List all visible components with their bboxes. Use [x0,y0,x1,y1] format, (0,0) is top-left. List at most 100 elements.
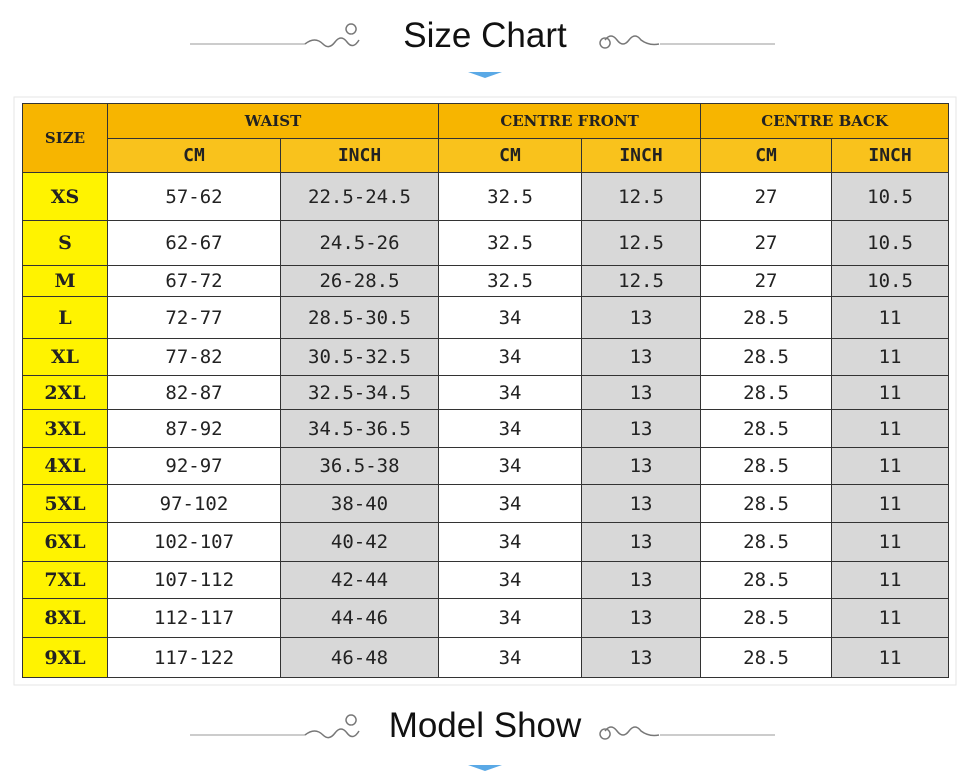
measure-cell: 34 [438,484,583,523]
measure-cell: 46-48 [279,637,440,678]
measure-cell: 24.5-26 [279,220,440,266]
size-row: 2XL 82-87 32.5-34.5 34 13 28.5 11 [22,375,950,410]
measure-cell: 30.5-32.5 [279,338,440,376]
measure-cell: 62-67 [107,220,281,266]
measure-cell: 32.5 [438,220,583,266]
measure-cell: 27 [700,172,833,221]
size-row: XS 57-62 22.5-24.5 32.5 12.5 27 10.5 [22,172,950,221]
measure-cell: 82-87 [107,375,281,410]
measure-cell: 28.5 [700,296,833,339]
measure-cell: 34 [438,447,583,485]
measure-cell: 34 [438,598,583,638]
size-row: XL 77-82 30.5-32.5 34 13 28.5 11 [22,338,950,376]
measure-cell: 28.5 [700,409,833,448]
measure-cell: 13 [581,561,702,599]
measure-cell: 87-92 [107,409,281,448]
measure-cell: 13 [581,375,702,410]
measure-cell: 72-77 [107,296,281,339]
subheader-row: CM INCH CM INCH CM INCH [23,138,950,173]
measure-cell: 11 [831,296,950,339]
measure-cell: 32.5 [438,265,583,297]
measure-cell: 28.5 [700,338,833,376]
size-cell: 9XL [22,637,108,678]
size-row: 9XL 117-122 46-48 34 13 28.5 11 [22,637,950,678]
measure-cell: 28.5 [700,561,833,599]
size-row: 3XL 87-92 34.5-36.5 34 13 28.5 11 [22,409,950,448]
group-header: CENTRE BACK [700,103,950,139]
size-cell: 4XL [22,447,108,485]
size-cell: 6XL [22,522,108,562]
measure-cell: 11 [831,522,950,562]
size-cell: 8XL [22,598,108,638]
header-row: SIZE WAIST CENTRE FRONT CENTRE BACK [22,103,950,173]
size-row: 8XL 112-117 44-46 34 13 28.5 11 [22,598,950,638]
size-cell: XL [22,338,108,376]
measure-cell: 13 [581,522,702,562]
size-row: 5XL 97-102 38-40 34 13 28.5 11 [22,484,950,523]
unit-header: INCH [581,138,702,173]
measure-cell: 12.5 [581,265,702,297]
measure-cell: 27 [700,265,833,297]
size-row: 7XL 107-112 42-44 34 13 28.5 11 [22,561,950,599]
size-cell: M [22,265,108,297]
measure-cell: 26-28.5 [279,265,440,297]
size-row: L 72-77 28.5-30.5 34 13 28.5 11 [22,296,950,339]
footer-title: Model Show [388,706,582,745]
measure-cell: 11 [831,484,950,523]
measure-cell: 10.5 [831,220,950,266]
unit-header: CM [700,138,833,173]
measure-cell: 112-117 [107,598,281,638]
measure-cell: 12.5 [581,220,702,266]
measure-cell: 102-107 [107,522,281,562]
measure-cell: 36.5-38 [279,447,440,485]
size-table: SIZE WAIST CENTRE FRONT CENTRE BACK CM INCH CM… [22,103,950,678]
measure-cell: 28.5-30.5 [279,296,440,339]
measure-cell: 13 [581,296,702,339]
measure-cell: 13 [581,447,702,485]
measure-cell: 67-72 [107,265,281,297]
measure-cell: 32.5-34.5 [279,375,440,410]
size-row: S 62-67 24.5-26 32.5 12.5 27 10.5 [22,220,950,266]
measure-cell: 34 [438,522,583,562]
unit-header: INCH [279,138,440,173]
measure-cell: 34 [438,338,583,376]
size-cell: 3XL [22,409,108,448]
size-row: 6XL 102-107 40-42 34 13 28.5 11 [22,522,950,562]
measure-cell: 97-102 [107,484,281,523]
size-cell: L [22,296,108,339]
measure-cell: 27 [700,220,833,266]
measure-cell: 34 [438,637,583,678]
unit-header: CM [438,138,583,173]
measure-cell: 34 [438,561,583,599]
measure-cell: 57-62 [107,172,281,221]
measure-cell: 28.5 [700,637,833,678]
measure-cell: 11 [831,637,950,678]
measure-cell: 34 [438,375,583,410]
measure-cell: 42-44 [279,561,440,599]
measure-cell: 28.5 [700,447,833,485]
measure-cell: 11 [831,409,950,448]
size-cell: 5XL [22,484,108,523]
measure-cell: 38-40 [279,484,440,523]
header-title: Size Chart [403,16,567,55]
measure-cell: 13 [581,338,702,376]
group-header: CENTRE FRONT [438,103,702,139]
measure-cell: 107-112 [107,561,281,599]
measure-cell: 11 [831,561,950,599]
size-cell: 7XL [22,561,108,599]
unit-header: CM [107,138,281,173]
group-header: WAIST [106,103,440,139]
measure-cell: 13 [581,484,702,523]
size-cell: XS [22,172,108,221]
measure-cell: 44-46 [279,598,440,638]
measure-cell: 13 [581,409,702,448]
measure-cell: 40-42 [279,522,440,562]
size-row: 4XL 92-97 36.5-38 34 13 28.5 11 [22,447,950,485]
measure-cell: 34 [438,296,583,339]
measure-cell: 13 [581,637,702,678]
measure-cell: 34 [438,409,583,448]
measure-cell: 10.5 [831,265,950,297]
size-cell: 2XL [22,375,108,410]
measure-cell: 34.5-36.5 [279,409,440,448]
